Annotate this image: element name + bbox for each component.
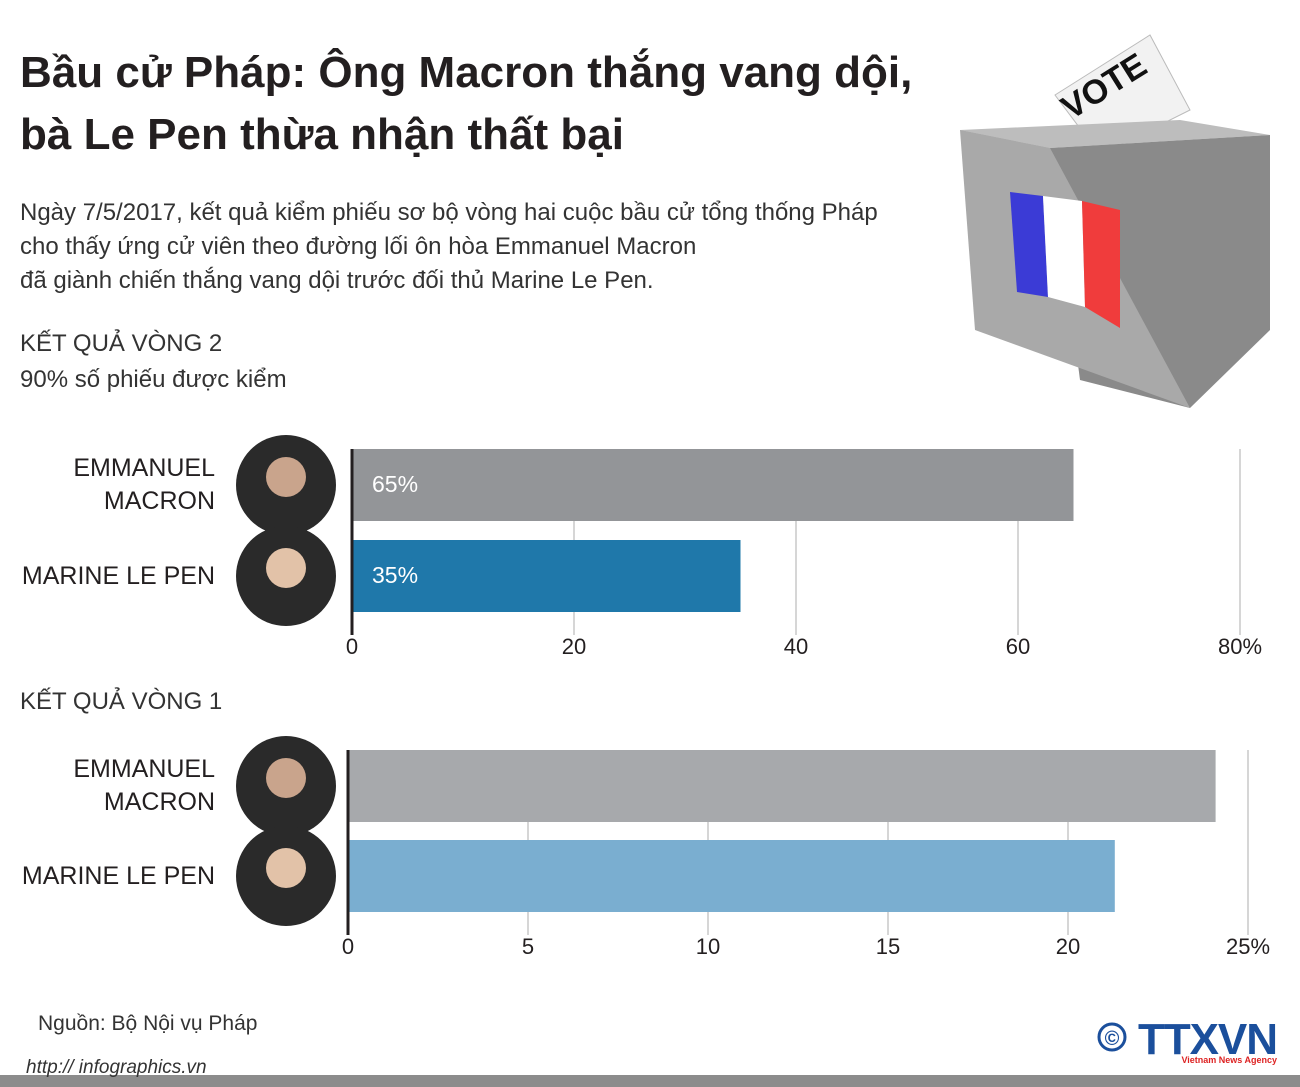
logo: © TTXVN Vietnam News Agency [1097, 1015, 1278, 1065]
logo-symbol: © [1105, 1028, 1120, 1050]
value-label: 35% [372, 562, 419, 588]
category-label: EMMANUEL MACRON [73, 755, 215, 816]
x-tick-label: 20 [561, 634, 587, 659]
title: Bầu cử Pháp: Ông Macron thắng vang dội, b… [20, 42, 912, 166]
category-label: MARINE LE PEN [21, 861, 215, 890]
x-tick-label: 0 [345, 634, 359, 659]
chart-title: KẾT QUẢ VÒNG 2 [20, 330, 223, 357]
photo-face [266, 548, 306, 588]
x-tick-label: 25% [1225, 934, 1271, 959]
chart-subtitle: 90% số phiếu được kiểm [20, 366, 287, 393]
description-line: Ngày 7/5/2017, kết quả kiểm phiếu sơ bộ … [20, 199, 878, 226]
x-tick-label: 5 [521, 934, 535, 959]
footer-url-bg [0, 1050, 250, 1075]
category-label: MARINE LE PEN [21, 561, 215, 590]
x-tick-label: 10 [695, 934, 721, 959]
bar [348, 840, 1115, 912]
logo-tagline: Vietnam News Agency [1181, 1055, 1277, 1065]
photo-face [266, 758, 306, 798]
category-label: EMMANUEL MACRON [73, 454, 215, 515]
x-tick-label: 60 [1005, 634, 1031, 659]
title-line: Bầu cử Pháp: Ông Macron thắng vang dội, [20, 48, 913, 97]
title-line: bà Le Pen thừa nhận thất bại [20, 110, 624, 159]
description: Ngày 7/5/2017, kết quả kiểm phiếu sơ bộ … [20, 196, 878, 298]
description-line: cho thấy ứng cử viên theo đường lối ôn h… [20, 233, 697, 260]
logo-name: TTXVN [1138, 1015, 1278, 1064]
x-tick-label: 80% [1217, 634, 1263, 659]
x-tick-label: 15 [875, 934, 901, 959]
description-line: đã giành chiến thắng vang dội trước đối … [20, 267, 654, 294]
x-tick-label: 40 [783, 634, 809, 659]
bar [352, 540, 741, 612]
url: http:// infographics.vn [26, 1057, 207, 1078]
bar [352, 449, 1074, 521]
source: Nguồn: Bộ Nội vụ Pháp [38, 1012, 258, 1035]
bar [348, 750, 1216, 822]
value-label: 65% [372, 471, 419, 497]
x-tick-label: 0 [341, 934, 355, 959]
ballot-box: VOTE [960, 34, 1270, 408]
chart-title: KẾT QUẢ VÒNG 1 [20, 688, 223, 715]
x-tick-label: 20 [1055, 934, 1081, 959]
photo-face [266, 457, 306, 497]
footer-bar [0, 1075, 1300, 1087]
photo-face [266, 848, 306, 888]
